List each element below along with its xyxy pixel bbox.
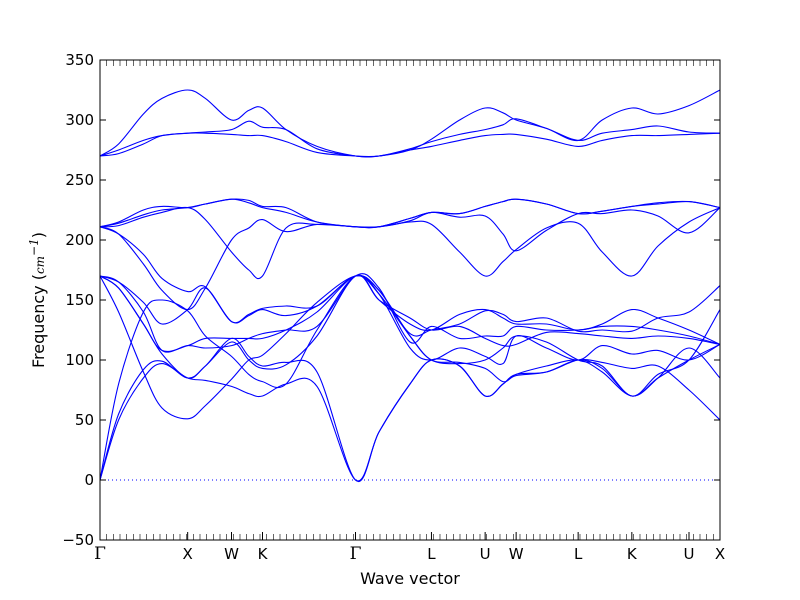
y-tick-label: 200 bbox=[65, 231, 94, 249]
plot-frame bbox=[99, 59, 721, 541]
plot-background bbox=[100, 60, 720, 540]
x-tick-label: U bbox=[480, 545, 491, 563]
series-layer bbox=[100, 89, 720, 483]
band-line-12 bbox=[100, 207, 720, 311]
band-line-13 bbox=[100, 198, 720, 229]
y-axis-label-close: ) bbox=[29, 232, 48, 238]
y-tick-label: 100 bbox=[65, 351, 94, 369]
x-tick-label: L bbox=[427, 545, 436, 563]
x-tick-label: X bbox=[715, 545, 725, 563]
y-axis-label: Frequency (cm−1) bbox=[27, 232, 48, 368]
y-tick-label: 300 bbox=[65, 111, 94, 129]
x-tick-label: L bbox=[574, 545, 583, 563]
x-tick-label: Γ bbox=[94, 544, 106, 564]
y-axis-label-unit-exp: −1 bbox=[27, 238, 41, 256]
x-tick-label: W bbox=[224, 545, 239, 563]
band-line-16 bbox=[100, 132, 720, 158]
y-tick-label: 350 bbox=[65, 51, 94, 69]
x-tick-label: Γ bbox=[350, 544, 362, 564]
band-line-8 bbox=[100, 275, 720, 397]
x-tick-label: X bbox=[183, 545, 193, 563]
y-tick-label: 150 bbox=[65, 291, 94, 309]
y-axis-label-text: Frequency ( bbox=[29, 274, 48, 368]
y-tick-label: −50 bbox=[62, 531, 94, 549]
x-tick-label: K bbox=[627, 545, 638, 563]
x-tick-label: K bbox=[258, 545, 269, 563]
y-tick-label: 250 bbox=[65, 171, 94, 189]
y-tick-labels: −50 0 50 100 150 200 250 300 350 bbox=[62, 51, 94, 549]
y-axis-label-unit: cm bbox=[33, 256, 47, 274]
band-line-2 bbox=[100, 358, 720, 482]
x-axis-label: Wave vector bbox=[360, 569, 460, 588]
x-tick-label: W bbox=[509, 545, 524, 563]
x-tick-label: U bbox=[684, 545, 695, 563]
y-tick-label: 50 bbox=[75, 411, 94, 429]
band-line-9 bbox=[100, 226, 720, 337]
y-tick-label: 0 bbox=[84, 471, 94, 489]
